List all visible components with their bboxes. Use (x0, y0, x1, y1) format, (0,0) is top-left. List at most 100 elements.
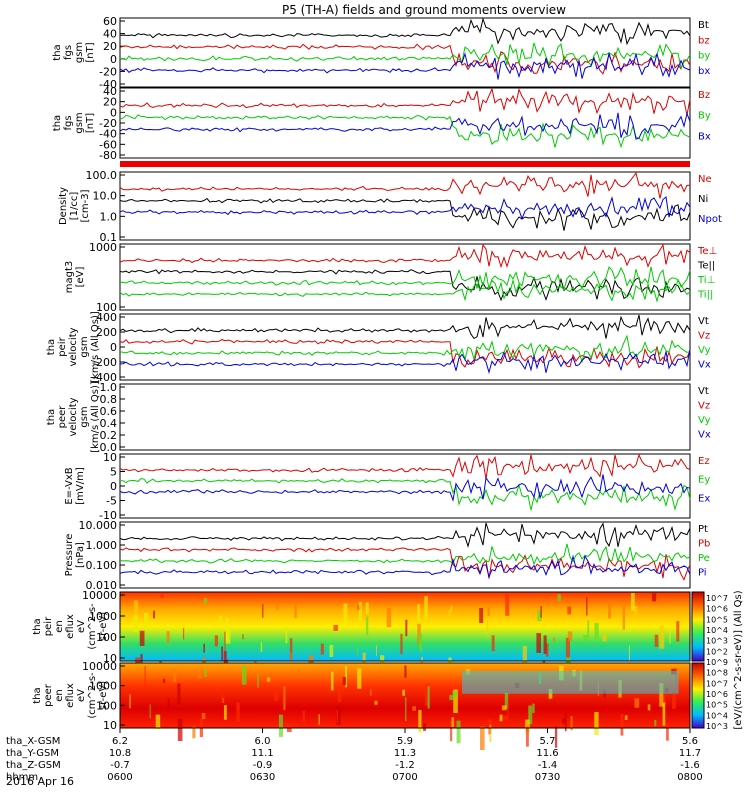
colorbar-tick-label: 10^4 (706, 711, 728, 720)
spectrogram-cell (570, 715, 573, 731)
spectrogram-cell (424, 596, 428, 619)
spectrogram-cell (528, 705, 533, 725)
y-tick-label: 0.6 (100, 405, 118, 418)
spectrogram-cell (276, 601, 279, 611)
series-line (119, 554, 691, 579)
spectrogram-cell (155, 714, 161, 730)
series-line (119, 52, 691, 80)
spectrogram-cell (507, 702, 509, 721)
x-tick-label: -0.9 (253, 760, 273, 771)
y-tick-label: -40 (99, 78, 117, 91)
y-tick-label: 10.0 (93, 190, 118, 203)
x-row-label: tha_Y-GSM (6, 748, 59, 759)
spectrogram-cell (160, 593, 164, 599)
spectrogram-cell (594, 622, 599, 640)
y-axis-label: [mV/m] (75, 467, 86, 505)
y-axis-label: peir (43, 616, 54, 636)
y-axis-label: tha (52, 44, 63, 60)
y-tick-label: 100.0 (86, 169, 118, 182)
y-axis-label: E=-VxB (64, 467, 75, 504)
y-axis-label: en (54, 620, 65, 633)
legend-entry: Ne (698, 174, 712, 185)
x-tick-label: 0630 (250, 772, 275, 783)
spectrogram-cell (203, 643, 205, 653)
legend-entry: Pe (698, 553, 710, 564)
legend-entry: Vx (698, 360, 711, 371)
series-line (119, 114, 691, 149)
legend-entry: Pt (698, 524, 708, 535)
spectrogram-cell (647, 704, 651, 711)
series-line (119, 334, 691, 364)
legend-entry: Vt (698, 316, 709, 327)
spectrogram-cell (532, 703, 535, 713)
x-tick-label: -0.7 (110, 760, 130, 771)
spectrogram-cell (654, 634, 659, 647)
colorbar-tick-label: 10^7 (706, 594, 728, 603)
spectrogram-cell (402, 689, 405, 696)
colorbar-tick-label: 10^8 (706, 669, 728, 678)
legend-entry: By (698, 111, 711, 122)
spectrogram-cell (404, 665, 407, 678)
spectrogram-cell (370, 689, 372, 696)
y-tick-label: 10 (103, 451, 117, 464)
spectrogram-cell (620, 713, 624, 736)
spectrogram-cell (548, 688, 553, 699)
y-axis-label: [nT] (85, 113, 96, 133)
x-row-label: tha_Z-GSM (6, 760, 61, 771)
spectrogram-cell (662, 702, 666, 726)
y-tick-label: 0.4 (100, 417, 118, 430)
panel-efield: 10 50 -5-10 E=-VxB [mV/m] Ez Ey Ex (64, 451, 710, 522)
series-line (119, 87, 691, 116)
spectrogram-cell (400, 633, 403, 655)
y-axis-label: (cm^2-s- (87, 603, 98, 650)
panel-frame (119, 521, 691, 589)
chart-title: P5 (TH-A) fields and ground moments over… (282, 3, 566, 17)
spectrogram-cell (167, 698, 170, 711)
series-line (119, 474, 691, 502)
y-tick-label: -80 (99, 149, 117, 162)
spectrogram-cell (140, 653, 143, 666)
y-axis-label: sr-eV) (98, 681, 109, 710)
legend-entry: Pi (698, 568, 707, 579)
y-tick-label: 0.2 (100, 429, 118, 442)
series-line (119, 522, 691, 548)
spectrogram-cell (462, 671, 679, 694)
legend-entry: Ti⊥ (697, 275, 715, 286)
spectrogram-cell (144, 612, 148, 630)
colorbar-tick-label: 10^5 (706, 615, 728, 624)
y-tick-label: 0.100 (86, 559, 118, 572)
legend-entry: Bt (698, 20, 709, 31)
legend-entry: Ni (698, 194, 708, 205)
y-axis-label: tha (52, 115, 63, 131)
legend-entry: Vz (698, 401, 710, 412)
x-tick-label: 5.7 (540, 736, 556, 747)
spectrogram-cell (166, 631, 170, 643)
spectrogram-cell (603, 690, 606, 698)
spectrogram-cell (302, 710, 305, 722)
spectrogram-cell (183, 627, 185, 640)
spectrogram-cell (669, 623, 671, 644)
y-axis-label: peer (43, 683, 54, 707)
series-line (119, 543, 691, 566)
spectrogram-cell (557, 594, 561, 602)
spectrogram-cell (335, 706, 341, 725)
y-axis-label: sr-eV) (98, 612, 109, 641)
spectrogram-cell (567, 631, 573, 642)
y-axis-label: gsm (74, 112, 85, 133)
y-tick-label: 0 (110, 341, 117, 354)
spectrogram-cell (427, 686, 430, 709)
spectrogram-cell (222, 698, 225, 703)
spectrogram-cell (456, 720, 461, 744)
spectrogram-cell (345, 666, 348, 688)
legend-entry: Npot (698, 214, 722, 225)
spectrogram-cell (450, 721, 453, 742)
spectrogram-cell (567, 606, 572, 615)
spectrogram-cell (628, 645, 630, 661)
y-axis-label: eV (76, 620, 87, 633)
spectrogram-cell (139, 630, 145, 646)
spectrogram-cell (537, 610, 542, 622)
y-tick-label: -10 (99, 509, 117, 522)
spectrogram-cell (652, 593, 657, 602)
y-tick-label: 0.0 (100, 441, 118, 454)
y-axis-label: (cm^2-s- (87, 672, 98, 719)
